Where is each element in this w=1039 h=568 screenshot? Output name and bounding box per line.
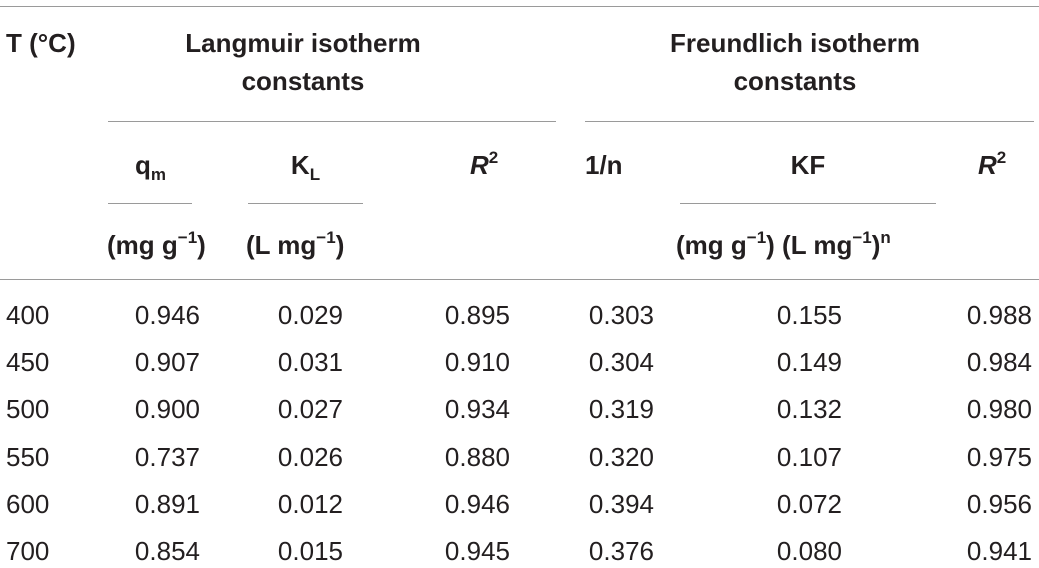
kl-cell: 0.015: [277, 536, 343, 566]
one-over-n-cell: 0.303: [588, 300, 654, 330]
temp-cell: 700: [6, 536, 50, 566]
kf-cell: 0.132: [776, 394, 842, 424]
freundlich-r2-cell: 0.941: [966, 536, 1032, 566]
one-over-n-header: 1/n: [585, 150, 623, 180]
qm-cell: 0.854: [134, 536, 200, 566]
temp-cell: 600: [6, 489, 50, 519]
langmuir-r2-cell: 0.946: [444, 489, 510, 519]
freundlich-r2-cell: 0.988: [966, 300, 1032, 330]
temp-cell: 450: [6, 347, 50, 377]
qm-unit-rule: [108, 203, 192, 204]
temp-cell: 400: [6, 300, 50, 330]
kf-cell: 0.155: [776, 300, 842, 330]
kf-cell: 0.107: [776, 442, 842, 472]
qm-cell: 0.900: [134, 394, 200, 424]
qm-header: qm: [134, 150, 166, 184]
kl-unit-rule: [248, 203, 363, 204]
kl-cell: 0.031: [277, 347, 343, 377]
temp-cell: 550: [6, 442, 50, 472]
langmuir-r2-cell: 0.945: [444, 536, 510, 566]
temp-header: T (°C): [6, 28, 76, 58]
qm-cell: 0.891: [134, 489, 200, 519]
langmuir-header-line2: constants: [241, 66, 365, 96]
kf-cell: 0.072: [776, 489, 842, 519]
freundlich-r2-header: R2: [978, 148, 1007, 180]
one-over-n-cell: 0.394: [588, 489, 654, 519]
freundlich-r2-cell: 0.980: [966, 394, 1032, 424]
freundlich-r2-cell: 0.984: [966, 347, 1032, 377]
kf-unit: (mg g−1) (L mg−1)n: [676, 228, 891, 260]
freundlich-r2-cell: 0.975: [966, 442, 1032, 472]
langmuir-r2-header: R2: [470, 148, 499, 180]
kl-cell: 0.026: [277, 442, 343, 472]
kl-unit: (L mg−1): [246, 228, 345, 260]
one-over-n-cell: 0.304: [588, 347, 654, 377]
langmuir-header: Langmuir isotherm constants: [110, 24, 496, 100]
kf-header: KF: [790, 150, 826, 180]
kl-cell: 0.029: [277, 300, 343, 330]
header-bottom-rule: [0, 279, 1039, 280]
kl-cell: 0.012: [277, 489, 343, 519]
kf-unit-rule: [680, 203, 936, 204]
one-over-n-cell: 0.320: [588, 442, 654, 472]
langmuir-r2-cell: 0.880: [444, 442, 510, 472]
kf-cell: 0.149: [776, 347, 842, 377]
one-over-n-cell: 0.319: [588, 394, 654, 424]
qm-unit: (mg g−1): [107, 228, 206, 260]
one-over-n-cell: 0.376: [588, 536, 654, 566]
table-top-rule: [0, 6, 1039, 7]
freundlich-header-line2: constants: [733, 66, 857, 96]
freundlich-header-line1: Freundlich isotherm: [670, 28, 920, 58]
kf-cell: 0.080: [776, 536, 842, 566]
langmuir-r2-cell: 0.895: [444, 300, 510, 330]
qm-cell: 0.946: [134, 300, 200, 330]
kl-header: KL: [290, 150, 321, 184]
langmuir-r2-cell: 0.910: [444, 347, 510, 377]
langmuir-header-line1: Langmuir isotherm: [185, 28, 421, 58]
qm-cell: 0.737: [134, 442, 200, 472]
langmuir-r2-cell: 0.934: [444, 394, 510, 424]
freundlich-r2-cell: 0.956: [966, 489, 1032, 519]
freundlich-header: Freundlich isotherm constants: [600, 24, 990, 100]
kl-cell: 0.027: [277, 394, 343, 424]
temp-cell: 500: [6, 394, 50, 424]
qm-cell: 0.907: [134, 347, 200, 377]
langmuir-group-rule: [108, 121, 556, 122]
freundlich-group-rule: [585, 121, 1034, 122]
